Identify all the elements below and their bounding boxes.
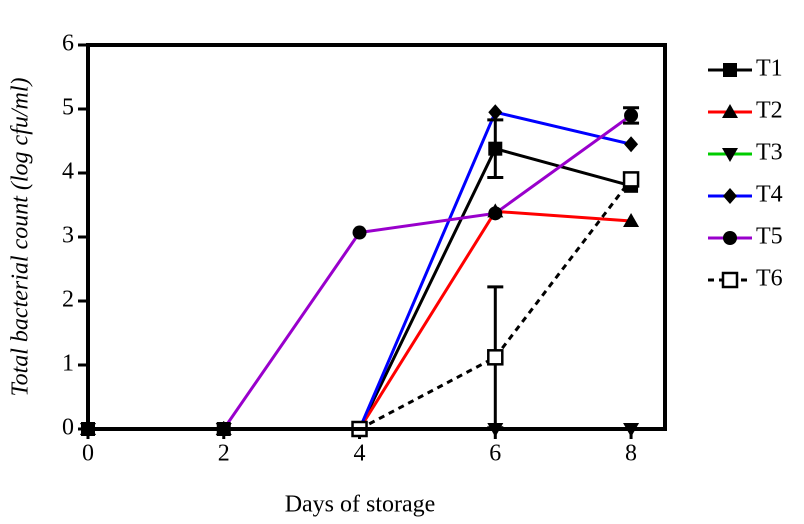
legend-label: T4 bbox=[756, 182, 783, 208]
marker bbox=[623, 213, 640, 227]
marker bbox=[488, 141, 503, 156]
marker bbox=[488, 104, 503, 121]
marker bbox=[622, 171, 640, 188]
series-line bbox=[88, 209, 632, 431]
legend-label: T2 bbox=[756, 98, 783, 124]
series-line bbox=[88, 146, 632, 431]
y-tick-label: 4 bbox=[62, 159, 74, 185]
x-tick-label: 8 bbox=[625, 441, 637, 467]
marker bbox=[352, 225, 367, 240]
x-tick-label: 4 bbox=[354, 441, 366, 467]
series-line bbox=[358, 178, 633, 431]
series-line bbox=[88, 110, 632, 431]
marker bbox=[624, 108, 639, 123]
legend-marker bbox=[722, 104, 738, 118]
x-tick-label: 6 bbox=[489, 441, 501, 467]
legend-label: T1 bbox=[756, 56, 783, 82]
legend-label: T5 bbox=[756, 224, 783, 250]
y-tick-label: 5 bbox=[62, 95, 74, 121]
marker bbox=[488, 206, 503, 221]
legend-label: T3 bbox=[756, 140, 783, 166]
x-axis-label: Days of storage bbox=[285, 492, 436, 518]
x-tick-label: 2 bbox=[218, 441, 230, 467]
legend-marker bbox=[722, 148, 738, 162]
plot-frame bbox=[86, 43, 667, 431]
marker bbox=[624, 136, 639, 153]
legend-marker bbox=[723, 63, 737, 77]
y-tick-label: 1 bbox=[62, 351, 74, 377]
legend-marker bbox=[723, 188, 737, 204]
y-tick-label: 2 bbox=[62, 287, 74, 313]
y-tick-label: 0 bbox=[62, 415, 74, 441]
legend-marker bbox=[723, 231, 737, 245]
x-tick-label: 0 bbox=[82, 441, 94, 467]
y-tick-label: 3 bbox=[62, 223, 74, 249]
legend-label: T6 bbox=[756, 266, 783, 292]
y-tick-label: 6 bbox=[62, 31, 74, 57]
legend-marker bbox=[721, 271, 739, 289]
marker bbox=[487, 349, 504, 366]
y-axis-label: Total bacterial count (log cfu/ml) bbox=[8, 77, 34, 396]
